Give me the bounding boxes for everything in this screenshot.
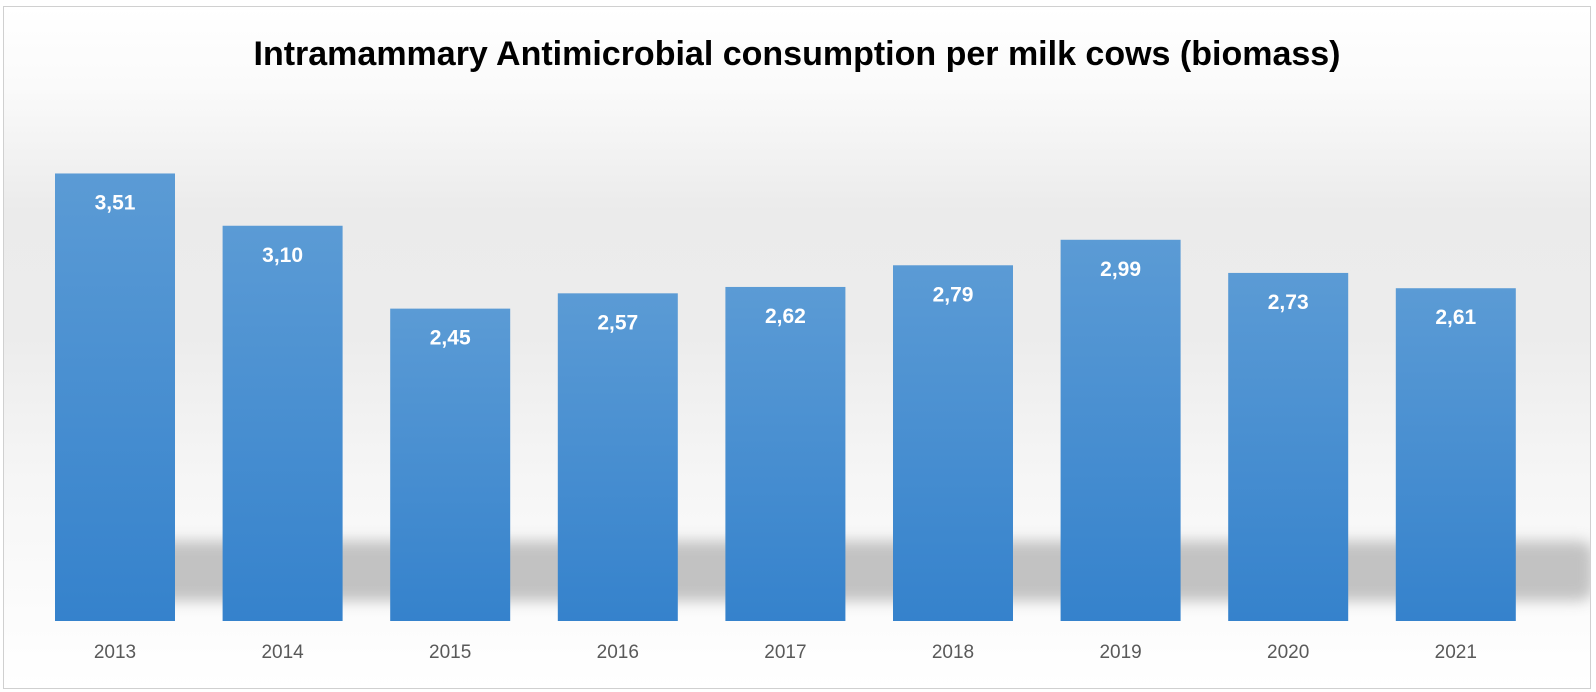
data-labels: 3,51 3,10 2,45 2,57 2,62 2,79 2,99 2,73 2,61 [95,191,1477,349]
x-tick-label-2015: 2015 [429,642,471,663]
x-tick-label-2021: 2021 [1435,642,1477,663]
chart-frame: Intramammary Antimicrobial consumption p… [3,6,1591,689]
data-label-2016: 2,57 [597,311,638,334]
x-tick-label-2017: 2017 [764,642,806,663]
bar-2016[interactable] [557,293,678,621]
data-label-2019: 2,99 [1100,258,1141,281]
x-tick-label-2019: 2019 [1099,642,1141,663]
bar-2021[interactable] [1395,288,1516,621]
bar-2018[interactable] [893,265,1013,621]
x-tick-label-2014: 2014 [261,642,304,663]
data-label-2018: 2,79 [933,283,974,306]
x-tick-label-2016: 2016 [597,642,639,663]
x-axis-ticks: 2013 2014 2015 2016 2017 2018 2019 2020 2021 [94,642,1477,663]
data-label-2017: 2,62 [765,305,806,328]
bar-chart: 3,51 3,10 2,45 2,57 2,62 2,79 2,99 2,73 2,61 201… [55,173,1590,663]
x-tick-label-2018: 2018 [932,642,974,663]
x-tick-label-2013: 2013 [94,642,136,663]
x-tick-label-2020: 2020 [1267,642,1309,663]
bar-2015[interactable] [390,308,511,621]
data-label-2020: 2,73 [1268,291,1309,314]
data-label-2013: 3,51 [95,191,136,214]
bar-2014[interactable] [222,225,343,621]
bar-2019[interactable] [1060,239,1181,621]
data-label-2015: 2,45 [430,327,471,350]
bar-2013[interactable] [55,173,175,621]
data-label-2014: 3,10 [262,244,303,267]
bars [55,173,1516,621]
data-label-2021: 2,61 [1435,306,1476,329]
bar-2020[interactable] [1228,272,1349,621]
chart-title: Intramammary Antimicrobial consumption p… [253,35,1341,73]
bar-2017[interactable] [725,286,846,621]
